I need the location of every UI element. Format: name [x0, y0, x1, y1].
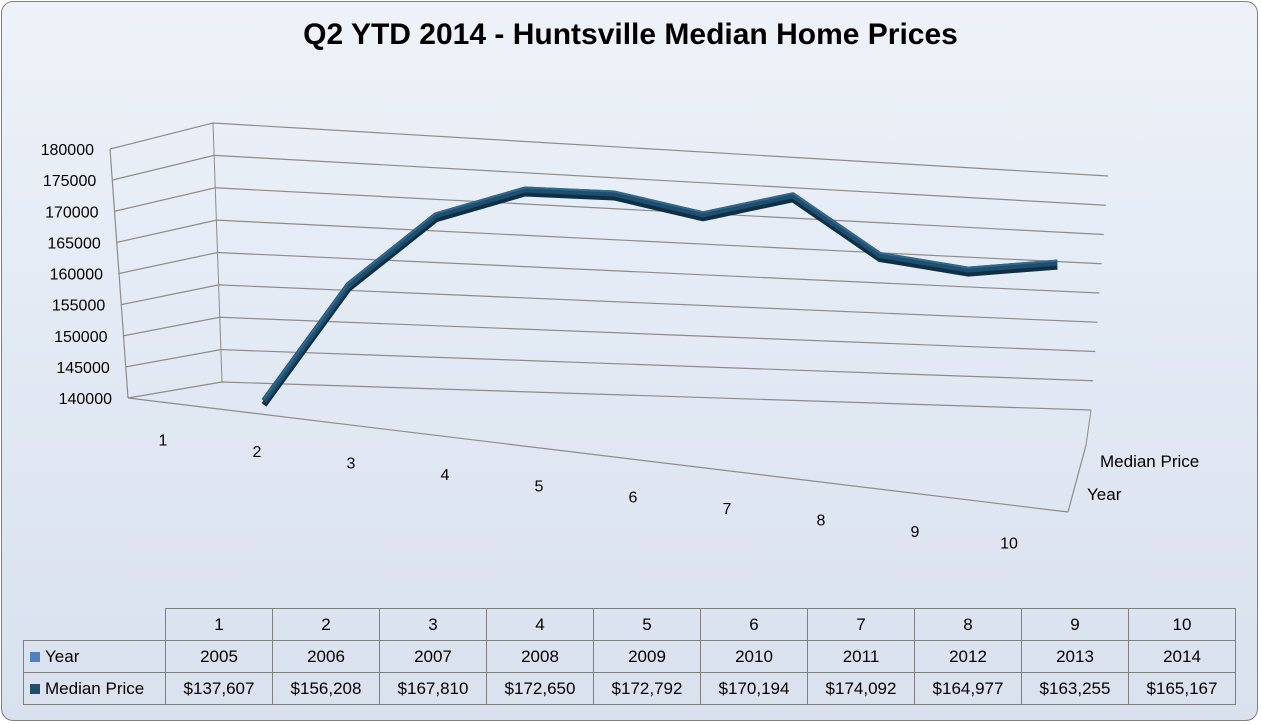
x-tick-label: 6	[629, 490, 638, 507]
table-cell: $137,607	[165, 672, 273, 705]
gridline	[118, 251, 1100, 294]
table-cell: 2010	[700, 640, 808, 673]
y-tick-label: 170000	[45, 204, 98, 221]
table-cell: $174,092	[807, 672, 915, 705]
legend-key-icon	[30, 651, 40, 662]
data-table: 1 2 3 4 5 6 7 8 9 10 Year 2005 2006 2007 2008 2009 2010 2…	[23, 608, 1236, 705]
legend-entry: Year	[23, 640, 166, 673]
table-header-cell: 4	[486, 608, 594, 641]
y-tick-label: 165000	[47, 235, 100, 252]
gridline	[123, 316, 1096, 353]
legend-key-icon	[30, 683, 40, 694]
x-tick-label: 5	[535, 478, 544, 495]
gridline	[125, 349, 1094, 382]
table-cell: $167,810	[379, 672, 487, 705]
table-header-cell: 3	[379, 608, 487, 641]
series-line-shadow	[261, 190, 1058, 407]
table-header-cell: 10	[1128, 608, 1236, 641]
table-cell: $170,194	[700, 672, 808, 705]
floor-right-edge	[1085, 409, 1092, 446]
table-cell: $156,208	[272, 672, 380, 705]
x-tick-label: 3	[347, 456, 356, 473]
table-cell: $172,792	[593, 672, 701, 705]
table-header-cell: 2	[272, 608, 380, 641]
x-tick-label: 8	[817, 513, 826, 530]
series-line-highlight	[263, 186, 1058, 400]
table-cell: 2011	[807, 640, 915, 673]
table-cell: 2008	[486, 640, 594, 673]
table-cell: 2009	[593, 640, 701, 673]
y-tick-label: 150000	[54, 329, 107, 346]
table-cell: $164,977	[914, 672, 1022, 705]
y-tick-label: 175000	[43, 173, 96, 190]
gridline	[114, 187, 1104, 236]
table-cell: 2006	[272, 640, 380, 673]
table-corner	[23, 608, 166, 641]
table-header-cell: 5	[593, 608, 701, 641]
table-cell: 2013	[1021, 640, 1129, 673]
table-header-cell: 9	[1021, 608, 1129, 641]
depth-axis-line	[1067, 444, 1087, 513]
table-cell: $172,650	[486, 672, 594, 705]
gridline	[116, 219, 1102, 265]
table-cell: $165,167	[1128, 672, 1236, 705]
legend-label: Year	[45, 646, 80, 666]
table-row: Year 2005 2006 2007 2008 2009 2010 2011 2012 2013…	[23, 640, 1236, 673]
legend-entry: Median Price	[23, 672, 166, 705]
y-tick-label: 160000	[50, 267, 103, 284]
table-header-cell: 7	[807, 608, 915, 641]
table-cell: 2014	[1128, 640, 1236, 673]
chart-plot: 180000 175000 170000 165000 160000 155000 1500…	[41, 122, 1199, 552]
y-tick-label: 140000	[59, 391, 112, 408]
gridline	[127, 381, 1092, 411]
table-cell: 2012	[914, 640, 1022, 673]
table-row: Median Price $137,607 $156,208 $167,810 $172…	[23, 672, 1236, 705]
table-cell: 2007	[379, 640, 487, 673]
table-header-cell: 1	[165, 608, 273, 641]
chart-title: Q2 YTD 2014 - Huntsville Median Home Pri…	[303, 18, 958, 51]
x-tick-label: 1	[159, 433, 168, 450]
x-tick-label: 2	[253, 444, 262, 461]
series-line-median-price	[261, 186, 1058, 403]
gridline	[109, 122, 1109, 177]
table-header-cell: 6	[700, 608, 808, 641]
y-tick-label: 155000	[52, 298, 105, 315]
table-cell: $163,255	[1021, 672, 1129, 705]
gridline	[121, 284, 1098, 323]
y-tick-label: 145000	[56, 360, 109, 377]
depth-label: Year	[1087, 485, 1122, 504]
x-tick-label: 4	[441, 467, 450, 484]
legend-label: Median Price	[45, 678, 145, 698]
table-cell: 2005	[165, 640, 273, 673]
x-tick-label: 9	[911, 524, 920, 541]
x-axis-line	[127, 397, 1069, 513]
table-header-cell: 8	[914, 608, 1022, 641]
x-tick-label: 10	[1000, 535, 1018, 552]
table-header-row: 1 2 3 4 5 6 7 8 9 10	[23, 608, 1236, 641]
x-tick-label: 7	[723, 501, 732, 518]
gridline	[112, 154, 1106, 206]
depth-label: Median Price	[1100, 452, 1199, 471]
y-tick-label: 180000	[41, 142, 94, 159]
